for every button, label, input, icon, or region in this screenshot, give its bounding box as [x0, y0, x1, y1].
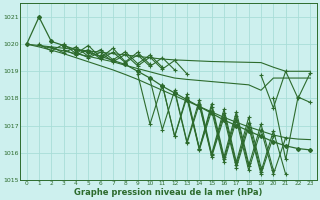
X-axis label: Graphe pression niveau de la mer (hPa): Graphe pression niveau de la mer (hPa): [74, 188, 263, 197]
